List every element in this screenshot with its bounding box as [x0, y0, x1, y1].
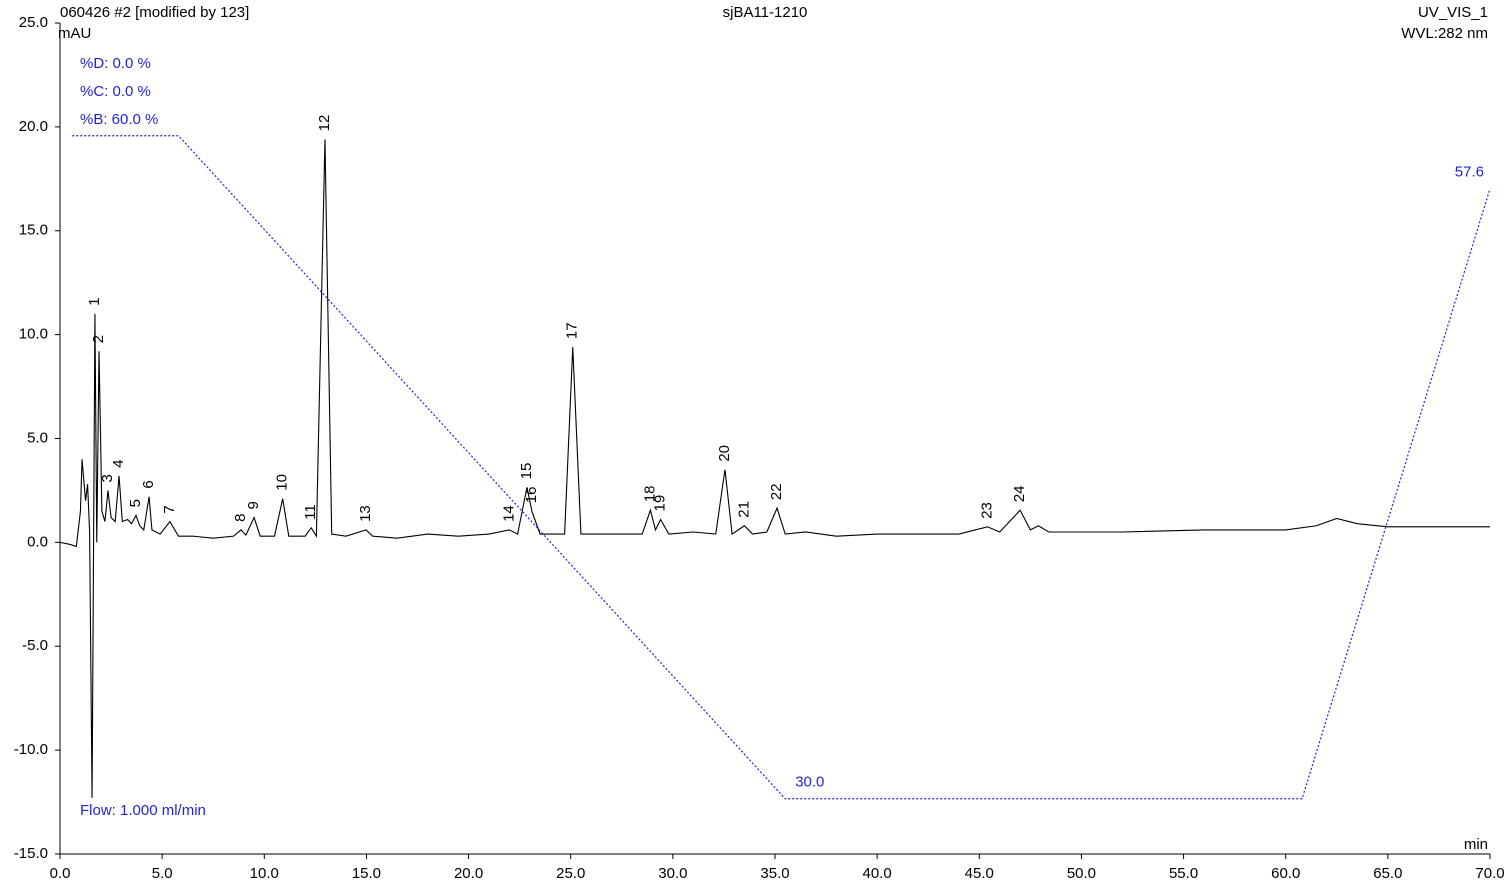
peak-label: 20	[716, 445, 733, 462]
y-tick-label: 20.0	[19, 118, 48, 135]
x-tick-label: 30.0	[658, 865, 687, 882]
annotation: %B: 60.0 %	[80, 111, 158, 128]
x-tick-label: 40.0	[863, 865, 892, 882]
annotation: %D: 0.0 %	[80, 55, 151, 72]
peak-label: 19	[652, 495, 669, 512]
x-axis-label: min	[1464, 836, 1488, 853]
peak-label: 17	[564, 322, 581, 339]
x-tick-label: 20.0	[454, 865, 483, 882]
x-tick-label: 55.0	[1169, 865, 1198, 882]
x-tick-label: 45.0	[965, 865, 994, 882]
peak-label: 18	[641, 485, 658, 502]
y-axis-label: mAU	[58, 25, 91, 42]
chart-title: sjBA11-1210	[723, 4, 808, 21]
x-tick-label: 15.0	[352, 865, 381, 882]
peak-label: 10	[274, 474, 291, 491]
y-tick-label: -10.0	[14, 741, 48, 758]
peak-label: 1	[86, 298, 103, 306]
y-tick-label: 5.0	[27, 429, 48, 446]
value-label: 57.6	[1455, 164, 1484, 181]
y-tick-label: 0.0	[27, 533, 48, 550]
y-tick-label: 15.0	[19, 222, 48, 239]
y-tick-label: -15.0	[14, 845, 48, 862]
peak-label: 23	[978, 502, 995, 519]
header-left: 060426 #2 [modified by 123]	[60, 4, 249, 21]
peak-label: 24	[1011, 485, 1028, 502]
x-tick-label: 60.0	[1271, 865, 1300, 882]
peak-label: 15	[518, 463, 535, 480]
peak-label: 3	[99, 474, 116, 482]
header-right: UV_VIS_1	[1418, 4, 1488, 21]
peak-label: 7	[161, 505, 178, 513]
x-tick-label: 35.0	[760, 865, 789, 882]
peak-label: 6	[140, 480, 157, 488]
peak-label: 21	[735, 501, 752, 518]
x-tick-label: 25.0	[556, 865, 585, 882]
x-tick-label: 65.0	[1373, 865, 1402, 882]
y-tick-label: 25.0	[19, 14, 48, 31]
trace-line	[59, 139, 1490, 798]
y-tick-label: -5.0	[22, 637, 48, 654]
y-tick-label: 10.0	[19, 326, 48, 343]
wavelength: WVL:282 nm	[1401, 25, 1488, 42]
annotation: %C: 0.0 %	[80, 83, 151, 100]
x-tick-label: 50.0	[1067, 865, 1096, 882]
value-label: 30.0	[795, 774, 824, 791]
annotation: Flow: 1.000 ml/min	[80, 802, 206, 819]
x-tick-label: 70.0	[1475, 865, 1504, 882]
peak-label: 11	[302, 504, 319, 520]
peak-label: 12	[316, 115, 333, 132]
peak-label: 5	[127, 499, 144, 507]
peak-label: 2	[90, 335, 107, 343]
x-tick-label: 10.0	[250, 865, 279, 882]
peak-label: 14	[500, 505, 517, 522]
peak-label: 13	[357, 505, 374, 522]
gradient-line	[72, 135, 1491, 800]
peak-label: 8	[232, 514, 249, 522]
x-tick-label: 0.0	[50, 865, 71, 882]
x-tick-label: 5.0	[152, 865, 173, 882]
peak-label: 22	[768, 483, 785, 500]
peak-label: 9	[245, 501, 262, 509]
peak-label: 16	[523, 487, 540, 504]
peak-label: 4	[110, 460, 127, 468]
